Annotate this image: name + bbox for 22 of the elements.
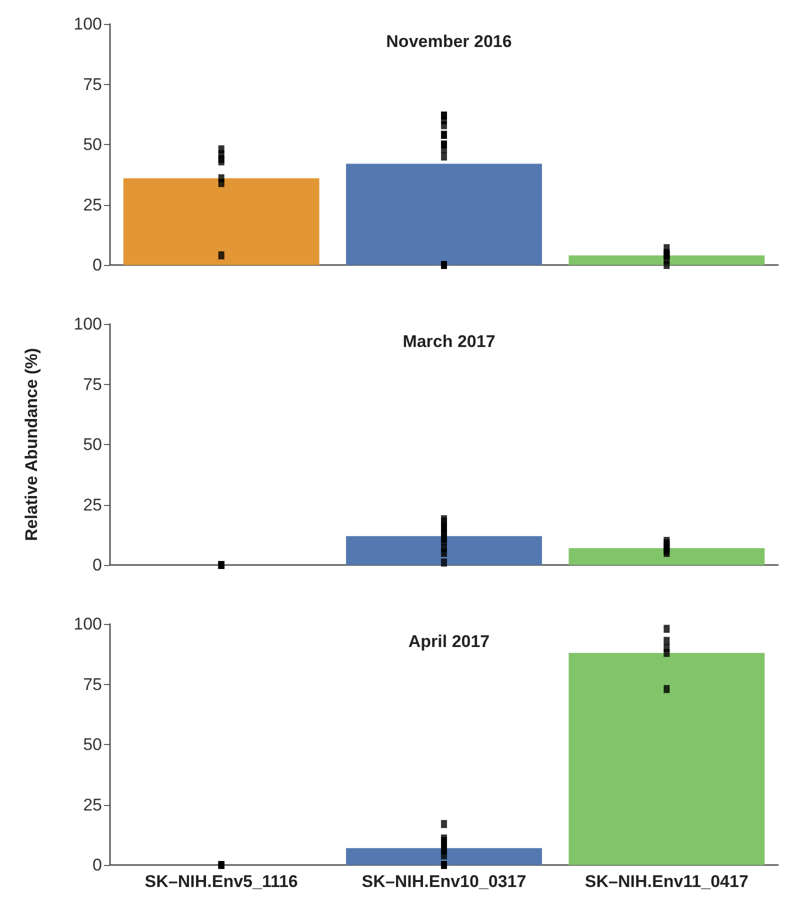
y-tick-label: 50	[83, 135, 102, 154]
y-tick-label: 25	[83, 195, 102, 214]
x-tick-label: SK–NIH.Env5_1116	[144, 872, 298, 891]
y-tick-label: 25	[83, 495, 102, 514]
y-tick-label: 100	[74, 614, 102, 634]
x-tick-label: SK–NIH.Env10_0317	[362, 872, 526, 891]
y-tick-label: 75	[83, 374, 102, 394]
text: April 2017	[408, 632, 490, 651]
y-tick-label: 75	[83, 674, 102, 694]
y-tick-label: 0	[92, 856, 102, 874]
y-tick-label: 50	[83, 435, 102, 454]
text: March 2017	[402, 332, 496, 351]
y-tick-label: 0	[92, 556, 102, 574]
y-tick-label: 0	[92, 256, 102, 274]
y-tick-label: 75	[83, 74, 102, 94]
y-tick-label: 50	[83, 735, 102, 754]
y-tick-label: 25	[83, 795, 102, 814]
y-axis-title: Relative Abundance (%)	[22, 348, 41, 542]
x-tick-label: SK–NIH.Env11_0417	[584, 872, 748, 891]
y-tick-label: 100	[74, 14, 102, 34]
text: November 2016	[386, 32, 512, 51]
y-tick-label: 100	[74, 314, 102, 334]
